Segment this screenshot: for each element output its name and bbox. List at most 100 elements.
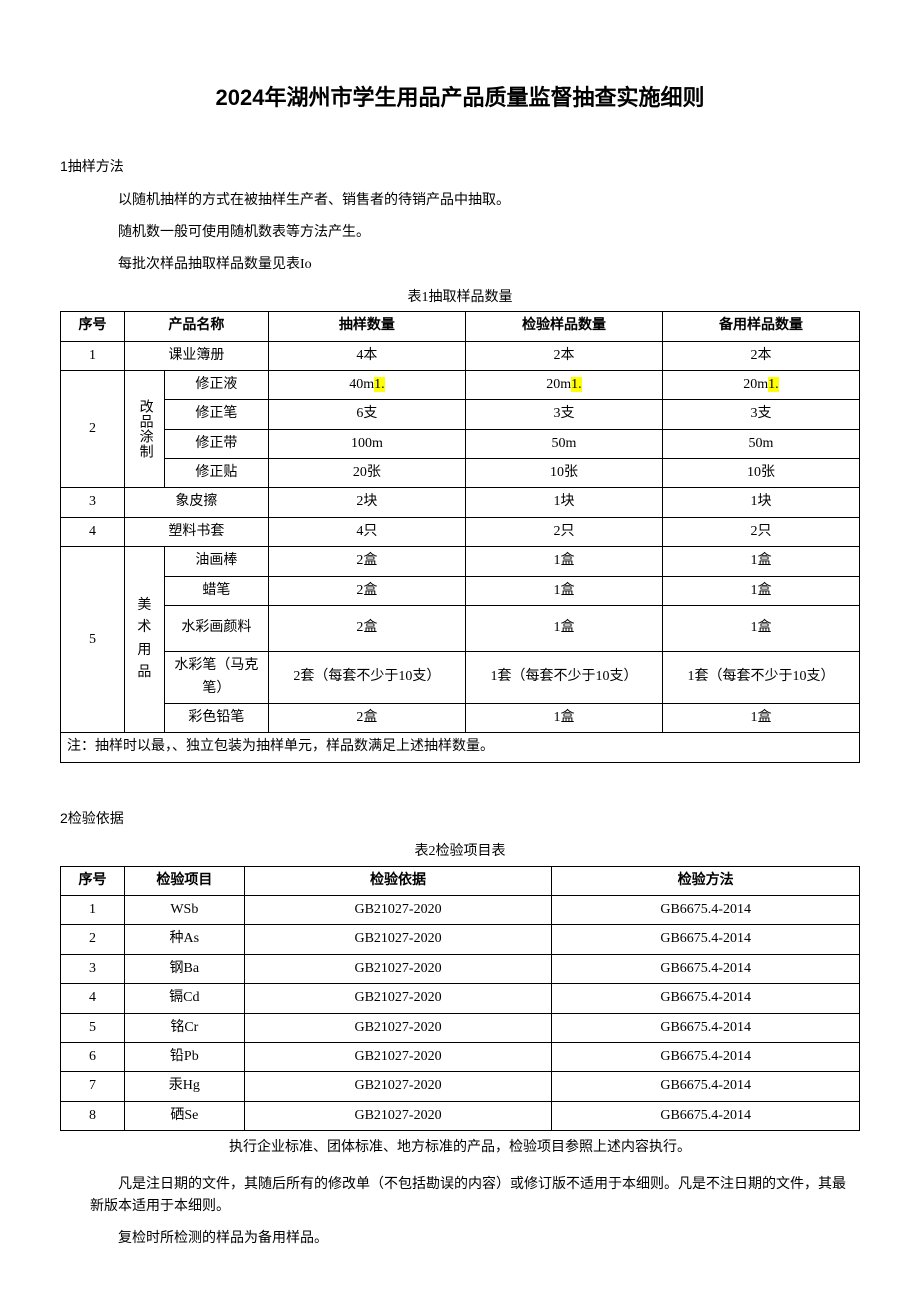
cell-category: 美术用品	[124, 547, 164, 733]
section2-heading: 2检验依据	[60, 807, 860, 829]
cell-method: GB6675.4-2014	[552, 1072, 860, 1101]
cell-sample: 2块	[268, 488, 465, 517]
cell-spare: 10张	[662, 459, 859, 488]
section1-p3: 每批次样品抽取样品数量见表Io	[60, 254, 860, 276]
table-row: 7 汞Hg GB21027-2020 GB6675.4-2014	[61, 1072, 860, 1101]
cell-sample: 4只	[268, 517, 465, 546]
cell-spare: 50m	[662, 429, 859, 458]
table-row: 8 硒Se GB21027-2020 GB6675.4-2014	[61, 1101, 860, 1130]
cell-test: 1盒	[465, 547, 662, 576]
cell-item: 硒Se	[124, 1101, 244, 1130]
table-row: 5 铭Cr GB21027-2020 GB6675.4-2014	[61, 1013, 860, 1042]
table-row: 6 铅Pb GB21027-2020 GB6675.4-2014	[61, 1042, 860, 1071]
cell-method: GB6675.4-2014	[552, 954, 860, 983]
cell-test: 20m1.	[465, 370, 662, 399]
cell-spare: 1盒	[662, 704, 859, 733]
cell-sample: 2盒	[268, 704, 465, 733]
table1-note: 注：抽样时以最，、独立包装为抽样单元，样品数满足上述抽样数量。	[61, 733, 860, 762]
table2-footnote: 执行企业标准、团体标准、地方标准的产品，检验项目参照上述内容执行。	[60, 1137, 860, 1159]
section1-heading: 1抽样方法	[60, 155, 860, 177]
cell-seq: 8	[61, 1101, 125, 1130]
cell-name: 水彩笔（马克笔）	[164, 652, 268, 704]
table-row: 4 塑料书套 4只 2只 2只	[61, 517, 860, 546]
closing-p1: 凡是注日期的文件，其随后所有的修改单（不包括勘误的内容）或修订版不适用于本细则。…	[60, 1174, 860, 1219]
cell-item: 种As	[124, 925, 244, 954]
cell-basis: GB21027-2020	[244, 954, 552, 983]
table-row: 3 钢Ba GB21027-2020 GB6675.4-2014	[61, 954, 860, 983]
table1: 序号 产品名称 抽样数量 检验样品数量 备用样品数量 1 课业簿册 4本 2本 …	[60, 311, 860, 763]
cell-spare: 2本	[662, 341, 859, 370]
cell-item: 铅Pb	[124, 1042, 244, 1071]
table2-th-seq: 序号	[61, 866, 125, 895]
cell-spare: 1套（每套不少于10支）	[662, 652, 859, 704]
table-row: 2 改品涂制 修正液 40m1. 20m1. 20m1.	[61, 370, 860, 399]
table-row: 4 镉Cd GB21027-2020 GB6675.4-2014	[61, 984, 860, 1013]
cell-sample: 100m	[268, 429, 465, 458]
cell-method: GB6675.4-2014	[552, 896, 860, 925]
cell-sample: 6支	[268, 400, 465, 429]
cell-test: 3支	[465, 400, 662, 429]
table-row: 1 WSb GB21027-2020 GB6675.4-2014	[61, 896, 860, 925]
cell-seq: 3	[61, 954, 125, 983]
cell-item: 铭Cr	[124, 1013, 244, 1042]
cell-sample: 40m1.	[268, 370, 465, 399]
table2-header-row: 序号 检验项目 检验依据 检验方法	[61, 866, 860, 895]
cell-test: 1套（每套不少于10支）	[465, 652, 662, 704]
cell-basis: GB21027-2020	[244, 1013, 552, 1042]
highlight: 1.	[374, 377, 385, 392]
cell-name: 彩色铅笔	[164, 704, 268, 733]
cell-spare: 20m1.	[662, 370, 859, 399]
cell-test: 1盒	[465, 606, 662, 652]
cell-seq: 1	[61, 896, 125, 925]
table-row: 蜡笔 2盒 1盒 1盒	[61, 576, 860, 605]
cell-seq: 4	[61, 984, 125, 1013]
cell-test: 50m	[465, 429, 662, 458]
table-row: 修正笔 6支 3支 3支	[61, 400, 860, 429]
table2: 序号 检验项目 检验依据 检验方法 1 WSb GB21027-2020 GB6…	[60, 866, 860, 1132]
cell-method: GB6675.4-2014	[552, 984, 860, 1013]
cell-test: 1盒	[465, 704, 662, 733]
cell-category: 改品涂制	[124, 370, 164, 488]
table1-header-row: 序号 产品名称 抽样数量 检验样品数量 备用样品数量	[61, 312, 860, 341]
cell-seq: 2	[61, 370, 125, 488]
cell-item: 镉Cd	[124, 984, 244, 1013]
cell-item: WSb	[124, 896, 244, 925]
cell-method: GB6675.4-2014	[552, 1042, 860, 1071]
cell-basis: GB21027-2020	[244, 984, 552, 1013]
table1-th-spare: 备用样品数量	[662, 312, 859, 341]
document-title: 2024年湖州市学生用品产品质量监督抽查实施细则	[60, 80, 860, 115]
table-row: 彩色铅笔 2盒 1盒 1盒	[61, 704, 860, 733]
section1-p1: 以随机抽样的方式在被抽样生产者、销售者的待销产品中抽取。	[60, 190, 860, 212]
cell-test: 2只	[465, 517, 662, 546]
cell-test: 1块	[465, 488, 662, 517]
table1-th-test: 检验样品数量	[465, 312, 662, 341]
table-row: 3 象皮擦 2块 1块 1块	[61, 488, 860, 517]
cell-name: 水彩画颜料	[164, 606, 268, 652]
cell-basis: GB21027-2020	[244, 1042, 552, 1071]
cell-name: 蜡笔	[164, 576, 268, 605]
table-row: 2 种As GB21027-2020 GB6675.4-2014	[61, 925, 860, 954]
cell-seq: 2	[61, 925, 125, 954]
table2-th-item: 检验项目	[124, 866, 244, 895]
cell-name: 象皮擦	[124, 488, 268, 517]
cell-spare: 1块	[662, 488, 859, 517]
table-row: 修正贴 20张 10张 10张	[61, 459, 860, 488]
cell-basis: GB21027-2020	[244, 1072, 552, 1101]
highlight: 1.	[571, 377, 582, 392]
table2-th-method: 检验方法	[552, 866, 860, 895]
cell-sample: 2盒	[268, 576, 465, 605]
table-row: 1 课业簿册 4本 2本 2本	[61, 341, 860, 370]
cell-seq: 3	[61, 488, 125, 517]
section1-p2: 随机数一般可使用随机数表等方法产生。	[60, 222, 860, 244]
closing-p2: 复检时所检测的样品为备用样品。	[60, 1228, 860, 1250]
table2-th-basis: 检验依据	[244, 866, 552, 895]
cell-seq: 7	[61, 1072, 125, 1101]
cell-method: GB6675.4-2014	[552, 925, 860, 954]
cell-name: 塑料书套	[124, 517, 268, 546]
cell-test: 2本	[465, 341, 662, 370]
cell-spare: 1盒	[662, 547, 859, 576]
cell-name: 油画棒	[164, 547, 268, 576]
cell-sample: 2套（每套不少于10支）	[268, 652, 465, 704]
table1-th-name: 产品名称	[124, 312, 268, 341]
cell-seq: 5	[61, 547, 125, 733]
